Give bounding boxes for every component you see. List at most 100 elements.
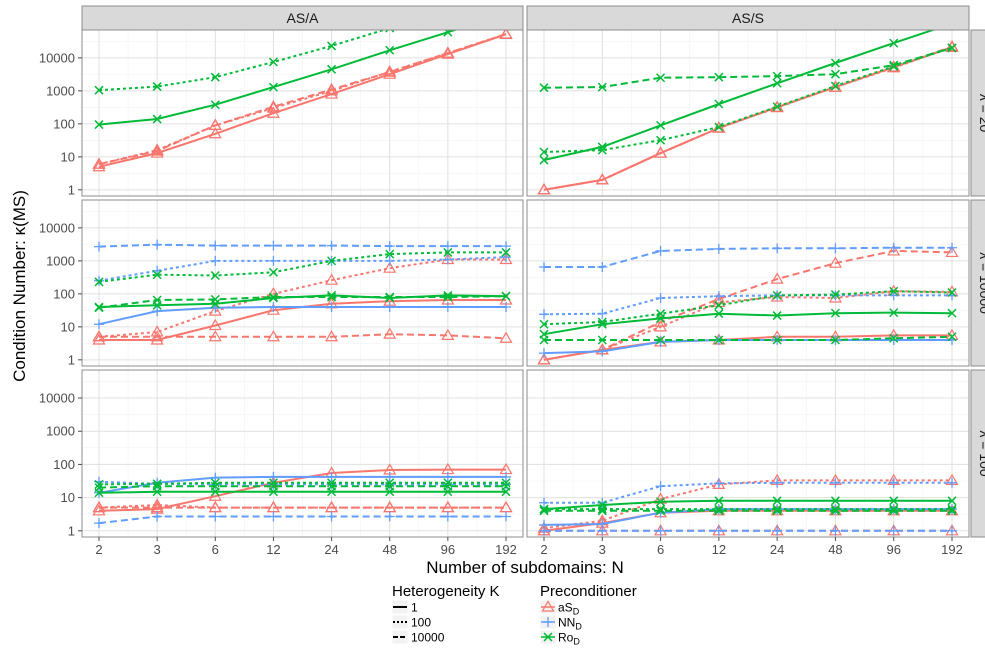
data-point-cross [656, 120, 666, 130]
data-point-plus [597, 525, 608, 536]
data-point-plus [539, 309, 549, 320]
data-point-triangle [266, 100, 280, 112]
series-line [98, 485, 506, 489]
data-point-plus [268, 255, 279, 266]
data-point-plus [384, 255, 395, 266]
panels-layer: AS/A AS/S λ = 20 λ = 10000 λ = 100 [81, 5, 985, 538]
panel-series [92, 239, 513, 345]
data-point-cross [597, 506, 607, 516]
data-point-cross [772, 311, 782, 321]
data-point-cross [947, 308, 957, 318]
data-point-cross [597, 317, 607, 327]
data-point-cross [947, 332, 957, 342]
data-point-plus [947, 242, 957, 253]
data-point-cross [94, 85, 104, 95]
data-point-cross [597, 335, 607, 345]
data-point-plus [539, 348, 549, 359]
data-point-cross [443, 290, 453, 300]
data-point-triangle [383, 65, 397, 77]
data-point-cross [830, 69, 840, 79]
data-point-cross [772, 335, 782, 345]
panel-border [81, 369, 524, 538]
x-tick-label: 192 [941, 542, 963, 557]
data-point-plus [268, 301, 279, 312]
series-line [543, 311, 953, 336]
data-point-cross [152, 82, 162, 92]
data-point-plus [94, 319, 104, 330]
data-point-plus [152, 239, 163, 250]
y-tick-label: 1000 [46, 83, 75, 98]
data-point-plus [501, 241, 511, 252]
data-point-triangle [654, 146, 668, 158]
data-point-cross [656, 497, 666, 507]
data-point-plus [713, 478, 724, 489]
data-point-cross [539, 83, 549, 93]
data-point-cross [268, 292, 278, 302]
data-point-plus [94, 518, 104, 529]
data-point-triangle [150, 498, 164, 510]
data-point-cross [947, 506, 957, 516]
data-point-cross [94, 277, 104, 287]
data-point-triangle [150, 333, 164, 345]
data-point-plus [384, 511, 395, 522]
data-point-cross [94, 483, 104, 493]
axes-layer: 1 10 100 1000 10000 1 10 100 1000 10000 1 10 100 1000… [39, 50, 963, 557]
data-point-cross [501, 291, 511, 301]
x-tick-label: 48 [382, 542, 396, 557]
panel-border [526, 199, 970, 367]
series-line [98, 515, 506, 525]
data-point-cross [656, 506, 666, 516]
x-tick-label: 96 [886, 542, 900, 557]
data-point-cross [597, 145, 607, 155]
row-strip-box [970, 199, 985, 367]
x-tick-label: 48 [828, 542, 842, 557]
data-point-cross [830, 58, 840, 68]
data-point-triangle [150, 330, 164, 342]
data-point-cross [597, 82, 607, 92]
column-strip: AS/S [526, 5, 970, 31]
panel-series [92, 30, 513, 172]
legend-preconditioner-title: Preconditioner [540, 583, 637, 600]
series-line [98, 481, 506, 486]
data-point-plus [268, 511, 279, 522]
y-tick-label: 100 [53, 457, 75, 472]
data-point-cross [152, 114, 162, 124]
y-tick-label: 100 [53, 116, 75, 131]
data-point-triangle [266, 303, 280, 315]
series-line [543, 45, 953, 191]
data-point-cross [443, 481, 453, 491]
data-point-cross [889, 308, 899, 318]
data-point-cross [327, 290, 337, 300]
data-point-plus [655, 336, 666, 347]
data-point-triangle [92, 333, 106, 345]
data-point-triangle [887, 60, 901, 72]
data-point-triangle [828, 80, 842, 92]
series-line [543, 46, 953, 191]
data-point-cross [656, 309, 666, 319]
data-point-plus [713, 291, 724, 302]
data-point-cross [210, 294, 220, 304]
data-point-cross [714, 300, 724, 310]
data-point-cross [443, 292, 453, 302]
data-point-cross [714, 122, 724, 132]
data-point-cross [327, 256, 337, 266]
data-point-plus [830, 243, 841, 254]
panel-series [537, 242, 959, 365]
data-point-plus [655, 525, 666, 536]
panel-series [537, 30, 959, 195]
data-point-cross [889, 286, 899, 296]
panel-border [81, 199, 524, 367]
data-point-plus [947, 477, 957, 488]
data-point-plus [655, 245, 666, 256]
data-point-triangle [537, 183, 551, 195]
data-point-plus [830, 477, 841, 488]
data-point-triangle [325, 330, 339, 342]
y-tick-label: 1 [68, 182, 75, 197]
series-line [98, 243, 506, 248]
data-point-cross [327, 64, 337, 74]
legend-item-heterogeneity: 10000 [391, 629, 445, 645]
data-point-cross [772, 102, 782, 112]
data-point-cross [152, 481, 162, 491]
series-line [98, 295, 507, 309]
